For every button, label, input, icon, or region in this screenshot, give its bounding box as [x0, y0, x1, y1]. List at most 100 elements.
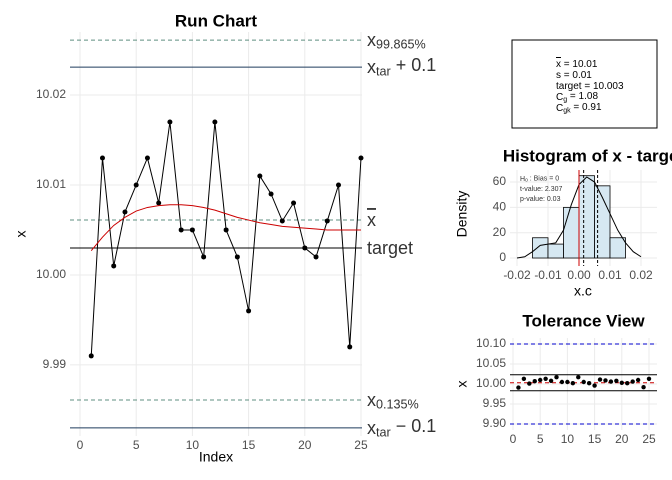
- data-point: [201, 254, 207, 260]
- data-point: [641, 385, 646, 390]
- histogram-bar: [594, 185, 611, 259]
- histogram-bar: [547, 243, 564, 259]
- annotation-main: H: [520, 176, 525, 183]
- data-point: [630, 379, 635, 384]
- stat-line: target = 10.003: [556, 81, 624, 92]
- x-tick-label: 0.00: [567, 268, 591, 282]
- data-point: [521, 376, 527, 381]
- data-point: [189, 227, 195, 233]
- data-point: [234, 254, 240, 260]
- histogram-bar: [578, 175, 595, 259]
- data-point: [99, 155, 105, 161]
- reference-label-rest: − 0.1: [391, 416, 437, 436]
- data-point: [133, 182, 139, 188]
- stat-line: x = 10.01: [556, 59, 598, 70]
- data-point: [516, 385, 521, 390]
- annotation-rest: : Bias = 0: [528, 175, 559, 182]
- stat-line-main: s = 0.01: [556, 70, 592, 81]
- data-point: [336, 182, 342, 188]
- chart-title: Histogram of x - target: [503, 146, 672, 165]
- y-tick-label: 10.01: [36, 177, 66, 191]
- reference-label: x0.135%: [367, 390, 419, 412]
- data-point: [111, 263, 117, 269]
- annotation-sub: 0: [525, 178, 528, 184]
- data-point: [347, 344, 353, 350]
- x-tick-label: 10: [561, 432, 575, 446]
- data-point: [302, 245, 308, 251]
- reference-label-sub: 0.135%: [376, 398, 419, 412]
- y-tick-label: 10.10: [476, 336, 506, 350]
- x-axis-title: Index: [199, 449, 233, 465]
- x-tick-label: 15: [242, 438, 256, 452]
- x-tick-label: 0.02: [629, 268, 653, 282]
- stat-line: Cg = 1.08: [556, 91, 598, 104]
- histogram-bar: [532, 237, 549, 259]
- x-tick-label: 25: [354, 438, 368, 452]
- reference-label-sub: 99.865%: [376, 38, 426, 52]
- x-tick-label: -0.01: [534, 268, 562, 282]
- reference-label: target: [367, 238, 413, 258]
- data-point: [646, 376, 652, 381]
- reference-label-main: x: [367, 418, 376, 438]
- annotation-main: p-value: 0.03: [520, 196, 561, 203]
- y-tick-label: 60: [493, 174, 507, 188]
- reference-label-main: target: [367, 238, 413, 258]
- annotation: p-value: 0.03: [520, 196, 561, 203]
- data-point: [527, 381, 532, 386]
- data-point: [178, 227, 184, 233]
- x-tick-label: 5: [133, 438, 140, 452]
- data-point: [581, 379, 586, 385]
- data-point: [576, 375, 581, 380]
- y-tick-label: 9.90: [483, 416, 507, 430]
- data-point: [212, 119, 218, 125]
- reference-label-main: x: [367, 30, 376, 50]
- data-point: [313, 254, 319, 260]
- data-point: [291, 200, 297, 206]
- data-point: [559, 379, 565, 385]
- reference-label-sub: tar: [376, 65, 391, 79]
- stat-line-rest: = 10.01: [561, 59, 598, 70]
- stat-line-rest: = 1.08: [567, 91, 598, 102]
- data-point: [257, 173, 263, 179]
- annotation-main: t-value: 2.307: [520, 186, 563, 193]
- stat-line-rest: = 0.91: [571, 102, 602, 113]
- stat-line-main: C: [556, 92, 563, 103]
- reference-label-main: x: [367, 390, 376, 410]
- reference-label-main: x: [367, 57, 376, 77]
- data-point: [548, 378, 554, 383]
- y-axis-title: x: [13, 231, 29, 238]
- data-point: [358, 155, 364, 161]
- data-point: [597, 377, 603, 382]
- stat-line: s = 0.01: [556, 70, 592, 81]
- y-tick-label: 20: [493, 225, 507, 239]
- data-point: [603, 378, 608, 383]
- data-point: [88, 353, 94, 359]
- y-tick-label: 40: [493, 200, 507, 214]
- data-point: [167, 119, 173, 125]
- x-tick-label: -0.02: [503, 268, 531, 282]
- reference-label: xtar + 0.1: [367, 55, 436, 79]
- data-point: [543, 376, 548, 381]
- data-point: [608, 379, 614, 384]
- data-point: [324, 218, 330, 224]
- x-tick-label: 20: [298, 438, 312, 452]
- x-tick-label: 15: [588, 432, 602, 446]
- y-tick-label: 10.00: [36, 267, 66, 281]
- x-tick-label: 0.01: [598, 268, 622, 282]
- data-point: [565, 379, 570, 385]
- annotation: t-value: 2.307: [520, 186, 563, 193]
- x-tick-label: 10: [186, 438, 200, 452]
- x-tick-label: 25: [642, 432, 656, 446]
- histogram-bar: [563, 206, 580, 259]
- data-point: [537, 377, 543, 383]
- data-point: [156, 200, 162, 206]
- y-tick-label: 0: [499, 250, 506, 264]
- data-point: [144, 155, 150, 161]
- data-point: [635, 377, 641, 383]
- stat-line-main: C: [556, 103, 563, 114]
- data-point: [268, 191, 274, 197]
- data-point: [122, 209, 128, 215]
- reference-label: x99.865%: [367, 30, 426, 52]
- data-point: [246, 308, 252, 314]
